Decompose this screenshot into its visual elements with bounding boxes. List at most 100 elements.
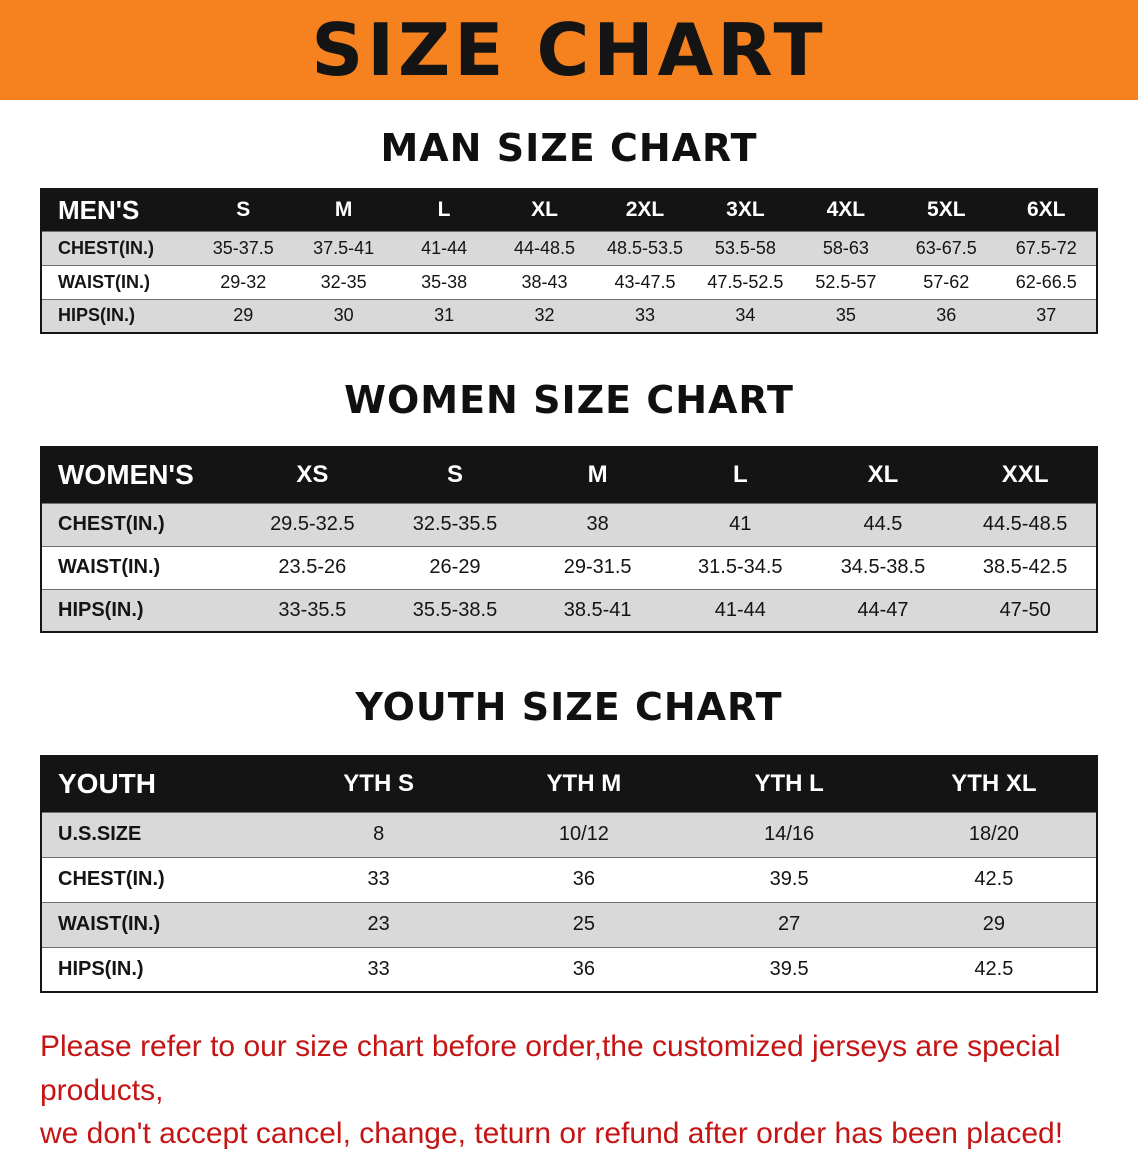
mens-size-table: MEN'S S M L XL 2XL 3XL 4XL 5XL 6XL CHEST(IN.) 35-37… <box>40 188 1098 334</box>
size-value-cell: 41-44 <box>714 598 766 621</box>
size-column-header: YTH XL <box>951 770 1037 798</box>
disclaimer-line-2: we don't accept cancel, change, teturn o… <box>40 1117 1064 1150</box>
table-header-row: YOUTH YTH S YTH M YTH L YTH XL <box>41 756 1097 812</box>
size-value-cell: 30 <box>333 305 354 326</box>
size-value-cell: 23 <box>367 913 390 935</box>
disclaimer-text: Please refer to our size chart before or… <box>40 1025 1100 1156</box>
size-value-cell: 53.5-58 <box>714 237 776 258</box>
size-value-cell: 44-47 <box>857 598 909 621</box>
size-chart-title: SIZE CHART <box>311 8 827 92</box>
size-value-cell: 52.5-57 <box>815 271 877 292</box>
size-value-cell: 10/12 <box>558 823 609 845</box>
size-column-header: M <box>334 198 353 222</box>
size-value-cell: 35-37.5 <box>212 237 274 258</box>
size-value-cell: 32-35 <box>320 271 367 292</box>
size-value-cell: 48.5-53.5 <box>606 237 683 258</box>
size-value-cell: 42.5 <box>974 957 1014 980</box>
size-value-cell: 44-48.5 <box>514 237 576 258</box>
size-value-cell: 35 <box>835 305 856 326</box>
size-chart-banner: SIZE CHART <box>0 0 1138 100</box>
size-column-header: 4XL <box>826 198 866 222</box>
row-label: CHEST(IN.) <box>58 513 165 535</box>
table-corner-label: MEN'S <box>58 194 140 225</box>
table-row: HIPS(IN.) 33-35.5 35.5-38.5 38.5-41 41-44 44-… <box>41 589 1097 632</box>
size-value-cell: 34.5-38.5 <box>840 556 926 578</box>
table-row: WAIST(IN.) 23 25 27 29 <box>41 902 1097 947</box>
size-value-cell: 39.5 <box>769 957 809 980</box>
size-value-cell: 47.5-52.5 <box>707 271 784 292</box>
size-value-cell: 29 <box>982 913 1005 935</box>
table-row: CHEST(IN.) 35-37.5 37.5-41 41-44 44-48.5 48.5… <box>41 231 1097 265</box>
size-value-cell: 36 <box>572 957 595 980</box>
size-column-header: S <box>446 461 463 489</box>
size-value-cell: 39.5 <box>769 868 809 890</box>
size-value-cell: 42.5 <box>974 868 1014 890</box>
table-row: WAIST(IN.) 29-32 32-35 35-38 38-43 43-47.5 47.… <box>41 265 1097 299</box>
size-value-cell: 25 <box>572 913 595 935</box>
size-column-header: YTH L <box>754 770 824 798</box>
size-value-cell: 29 <box>233 305 254 326</box>
size-value-cell: 29-31.5 <box>563 556 632 578</box>
size-column-header: XL <box>531 198 558 222</box>
size-column-header: YTH M <box>546 770 622 798</box>
table-row: CHEST(IN.) 29.5-32.5 32.5-35.5 38 41 44.5 44.5… <box>41 503 1097 546</box>
size-value-cell: 47-50 <box>999 598 1051 621</box>
size-value-cell: 57-62 <box>923 271 970 292</box>
womens-size-table: WOMEN'S XS S M L XL XXL CHEST(IN.) 29.5-32.5 32.5… <box>40 446 1098 633</box>
table-corner-label: WOMEN'S <box>58 459 194 491</box>
table-row: WAIST(IN.) 23.5-26 26-29 29-31.5 31.5-34.5 34… <box>41 546 1097 589</box>
size-value-cell: 8 <box>373 823 385 845</box>
size-value-cell: 63-67.5 <box>915 237 977 258</box>
size-value-cell: 32 <box>534 305 555 326</box>
size-value-cell: 35-38 <box>421 271 468 292</box>
table-header-row: WOMEN'S XS S M L XL XXL <box>41 447 1097 503</box>
size-value-cell: 33-35.5 <box>278 598 347 621</box>
disclaimer-line-1: Please refer to our size chart before or… <box>40 1030 1061 1107</box>
size-value-cell: 43-47.5 <box>614 271 676 292</box>
size-column-header: 6XL <box>1026 198 1066 222</box>
size-value-cell: 44.5-48.5 <box>982 513 1068 535</box>
size-value-cell: 37.5-41 <box>313 237 375 258</box>
size-value-cell: 27 <box>778 913 801 935</box>
size-column-header: 2XL <box>625 198 665 222</box>
size-value-cell: 36 <box>936 305 957 326</box>
youth-size-table: YOUTH YTH S YTH M YTH L YTH XL U.S.SIZE 8 10/12… <box>40 755 1098 993</box>
row-label: HIPS(IN.) <box>58 957 144 980</box>
size-value-cell: 14/16 <box>764 823 815 845</box>
size-value-cell: 41 <box>729 513 752 535</box>
size-value-cell: 26-29 <box>429 556 481 578</box>
size-column-header: XXL <box>1001 461 1049 489</box>
row-label: HIPS(IN.) <box>58 598 144 621</box>
size-value-cell: 38 <box>586 513 609 535</box>
size-value-cell: 23.5-26 <box>278 556 347 578</box>
row-label: HIPS(IN.) <box>58 305 136 326</box>
size-value-cell: 34 <box>735 305 756 326</box>
size-value-cell: 29.5-32.5 <box>270 513 355 535</box>
man-size-chart-heading: MAN SIZE CHART <box>380 126 758 170</box>
size-value-cell: 44.5 <box>863 513 903 535</box>
size-value-cell: 58-63 <box>822 237 869 258</box>
size-value-cell: 33 <box>367 868 390 890</box>
row-label: CHEST(IN.) <box>58 868 165 890</box>
size-value-cell: 38.5-42.5 <box>982 556 1068 578</box>
size-value-cell: 29-32 <box>220 271 267 292</box>
size-value-cell: 31 <box>434 305 455 326</box>
size-value-cell: 67.5-72 <box>1015 237 1077 258</box>
size-value-cell: 37 <box>1036 305 1057 326</box>
size-column-header: XS <box>296 461 329 489</box>
size-value-cell: 62-66.5 <box>1015 271 1077 292</box>
size-value-cell: 41-44 <box>421 237 468 258</box>
table-header-row: MEN'S S M L XL 2XL 3XL 4XL 5XL 6XL <box>41 189 1097 231</box>
size-column-header: M <box>587 461 608 489</box>
size-column-header: 3XL <box>726 198 765 222</box>
size-column-header: XL <box>867 461 899 489</box>
row-label: U.S.SIZE <box>58 823 142 845</box>
size-value-cell: 33 <box>367 957 390 980</box>
size-column-header: L <box>732 461 748 489</box>
size-value-cell: 35.5-38.5 <box>412 598 498 621</box>
size-column-header: S <box>236 198 251 222</box>
row-label: WAIST(IN.) <box>58 271 150 292</box>
size-column-header: L <box>437 198 451 222</box>
size-value-cell: 32.5-35.5 <box>412 513 498 535</box>
youth-size-chart-heading: YOUTH SIZE CHART <box>355 685 783 729</box>
